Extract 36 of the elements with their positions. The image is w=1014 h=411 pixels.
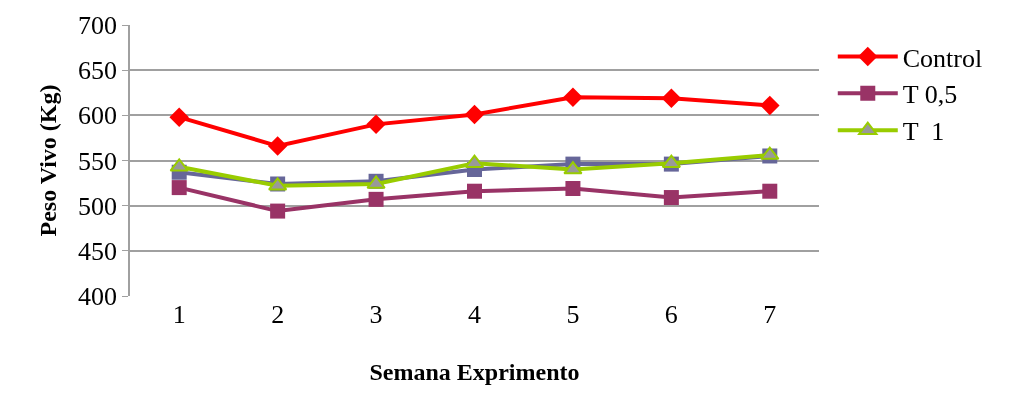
x-tick-label: 7 bbox=[763, 300, 777, 329]
point bbox=[368, 191, 384, 207]
y-tick-label: 550 bbox=[78, 146, 118, 176]
point bbox=[366, 114, 386, 135]
point bbox=[565, 181, 581, 196]
y-tick-label: 400 bbox=[78, 282, 118, 312]
y-tick-label: 500 bbox=[78, 191, 118, 221]
legend-label: T 0,5 bbox=[902, 80, 958, 110]
point bbox=[270, 203, 286, 219]
point bbox=[661, 88, 682, 108]
x-tick-label: 6 bbox=[664, 300, 678, 329]
x-tick-label: 1 bbox=[172, 300, 186, 329]
x-tick-label: 4 bbox=[468, 300, 481, 329]
y-tick-label: 600 bbox=[78, 101, 118, 131]
point bbox=[467, 183, 482, 199]
y-axis-title: Peso Vivo (Kg) bbox=[34, 84, 61, 237]
point bbox=[760, 95, 780, 116]
y-tick-label: 450 bbox=[78, 236, 118, 266]
point bbox=[760, 146, 780, 160]
point bbox=[563, 161, 583, 175]
x-tick-label: 2 bbox=[271, 300, 285, 329]
point bbox=[663, 190, 679, 206]
point bbox=[171, 180, 187, 196]
point bbox=[169, 158, 189, 172]
x-axis-title: Semana Exprimento bbox=[369, 359, 580, 386]
x-tick-label: 3 bbox=[369, 300, 383, 329]
y-tick-label: 650 bbox=[78, 56, 118, 86]
y-tick-label: 700 bbox=[78, 11, 118, 41]
point bbox=[464, 104, 485, 125]
point bbox=[762, 183, 778, 199]
legend-label: T 1 bbox=[902, 117, 945, 147]
point bbox=[169, 107, 189, 127]
x-tick-label: 5 bbox=[566, 300, 580, 329]
legend-label: Control bbox=[902, 43, 983, 73]
point bbox=[563, 87, 583, 108]
point bbox=[267, 136, 288, 156]
